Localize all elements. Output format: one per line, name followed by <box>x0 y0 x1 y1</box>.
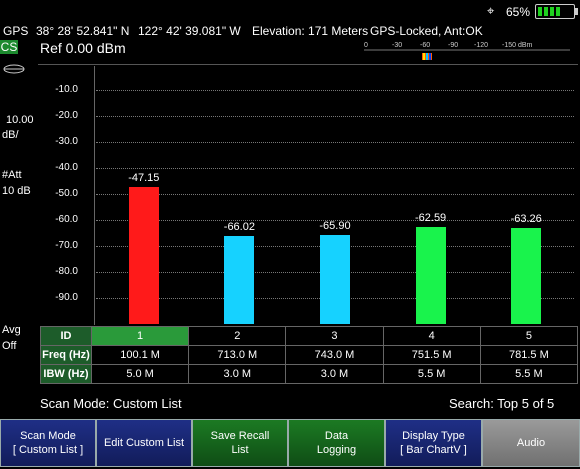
bar-value-label: -63.26 <box>510 213 542 226</box>
scale-tick: -150 dBm <box>502 42 533 49</box>
scan-mode-status: Scan Mode: Custom List <box>40 396 182 411</box>
scale-tick: -60 <box>420 42 431 49</box>
grid-line <box>96 142 574 143</box>
softkey-line2: List <box>231 444 249 456</box>
grid-line <box>96 116 574 117</box>
att-label: #Att <box>2 169 22 181</box>
audio-button[interactable]: Audio <box>482 419 580 467</box>
y-tick-label: -40.0 <box>55 162 78 173</box>
grid-line <box>96 220 574 221</box>
table-cell-freq: 751.5 M <box>382 345 481 365</box>
y-axis-line <box>94 66 95 325</box>
softkey-line1: Save Recall <box>210 430 270 442</box>
table-cell-id[interactable]: 1 <box>90 326 190 346</box>
status-bar: GPS 38° 28' 52.841" N 122° 42' 39.081" W… <box>0 0 580 38</box>
table-cell-freq: 781.5 M <box>479 345 579 365</box>
bar-2[interactable] <box>224 235 255 324</box>
reference-level: Ref 0.00 dBm <box>40 40 126 56</box>
y-tick-label: -50.0 <box>55 188 78 199</box>
softkey-line1: Audio <box>516 437 546 449</box>
softkey-line1: Display Type <box>402 430 465 442</box>
softkey-line2: [ Bar ChartV ] <box>400 444 467 456</box>
table-cell-id[interactable]: 4 <box>382 326 481 346</box>
battery-icon <box>535 4 578 19</box>
longitude: 122° 42' 39.081" W <box>138 24 241 38</box>
gps-state: GPS-Locked, Ant:OK <box>370 24 483 38</box>
bar-1[interactable] <box>128 186 159 324</box>
data-logging-button[interactable]: Data Logging <box>288 419 385 467</box>
softkey-line1: Scan Mode <box>20 430 76 442</box>
display-type-button[interactable]: Display Type [ Bar ChartV ] <box>385 419 482 467</box>
table-cell-freq: 743.0 M <box>285 345 384 365</box>
softkey-line2: Logging <box>316 444 357 456</box>
bar-3[interactable] <box>320 235 350 324</box>
softkey-line1: Data <box>324 430 349 442</box>
y-tick-label: -80.0 <box>55 266 78 277</box>
table-cell-freq: 100.1 M <box>90 345 190 365</box>
att-value: 10 dB <box>2 185 31 197</box>
table-cell-ibw: 5.5 M <box>479 364 579 384</box>
avg-label: Avg <box>2 324 21 336</box>
search-status: Search: Top 5 of 5 <box>449 396 555 411</box>
gear-icon[interactable]: ⌖ <box>487 3 495 18</box>
mode-badge[interactable]: CS <box>0 40 18 54</box>
scale-value: 10.00 <box>6 114 34 126</box>
bar-5[interactable] <box>511 228 542 324</box>
trace-ellipse-icon <box>2 62 32 76</box>
table-cell-ibw: 3.0 M <box>188 364 287 384</box>
avg-value: Off <box>2 340 17 352</box>
table-cell-freq: 713.0 M <box>188 345 287 365</box>
elevation: Elevation: 171 Meters <box>252 24 369 38</box>
latitude: 38° 28' 52.841" N <box>36 24 130 38</box>
battery-percent: 65% <box>506 5 531 19</box>
y-tick-label: -20.0 <box>55 110 78 121</box>
table-header-id: ID <box>40 326 92 346</box>
table-cell-ibw: 3.0 M <box>285 364 384 384</box>
y-tick-label: -30.0 <box>55 136 78 147</box>
softkey-line2: [ Custom List ] <box>12 444 84 456</box>
grid-line <box>96 90 574 91</box>
scale-unit: dB/ <box>2 129 19 141</box>
grid-line <box>96 168 574 169</box>
table-cell-id[interactable]: 3 <box>285 326 384 346</box>
scale-tick: -30 <box>392 42 403 49</box>
signal-table: ID 1 2 3 4 5 Freq (Hz) 100.1 M 713.0 M 7… <box>40 326 579 384</box>
bar-value-label: -66.02 <box>223 220 255 233</box>
bar-value-label: -65.90 <box>319 220 351 233</box>
bar-4[interactable] <box>415 226 446 324</box>
table-cell-ibw: 5.5 M <box>382 364 481 384</box>
edit-custom-list-button[interactable]: Edit Custom List <box>96 419 192 467</box>
bar-value-label: -47.15 <box>128 171 160 184</box>
scan-mode-button[interactable]: Scan Mode [ Custom List ] <box>0 419 96 467</box>
softkey-line1: Edit Custom List <box>103 437 185 449</box>
y-tick-label: -70.0 <box>55 240 78 251</box>
bar-value-label: -62.59 <box>414 211 447 224</box>
softkey-bar: Scan Mode [ Custom List ] Edit Custom Li… <box>0 418 580 469</box>
table-header-ibw: IBW (Hz) <box>40 364 92 384</box>
scale-tick: -90 <box>448 42 459 49</box>
y-tick-label: -90.0 <box>55 292 78 303</box>
grid-line <box>96 194 574 195</box>
color-scale: 0 -30 -60 -90 -120 -150 dBm <box>362 40 574 64</box>
y-tick-label: -60.0 <box>55 214 78 225</box>
scale-tick: -120 <box>474 42 489 49</box>
y-tick-label: -10.0 <box>55 84 78 95</box>
table-cell-id[interactable]: 2 <box>188 326 287 346</box>
table-cell-id[interactable]: 5 <box>479 326 579 346</box>
gps-label: GPS <box>3 24 29 38</box>
table-header-freq: Freq (Hz) <box>40 345 92 365</box>
table-cell-ibw: 5.0 M <box>90 364 190 384</box>
save-recall-list-button[interactable]: Save Recall List <box>192 419 288 467</box>
scale-tick: 0 <box>364 42 368 49</box>
chart-frame <box>38 64 578 328</box>
